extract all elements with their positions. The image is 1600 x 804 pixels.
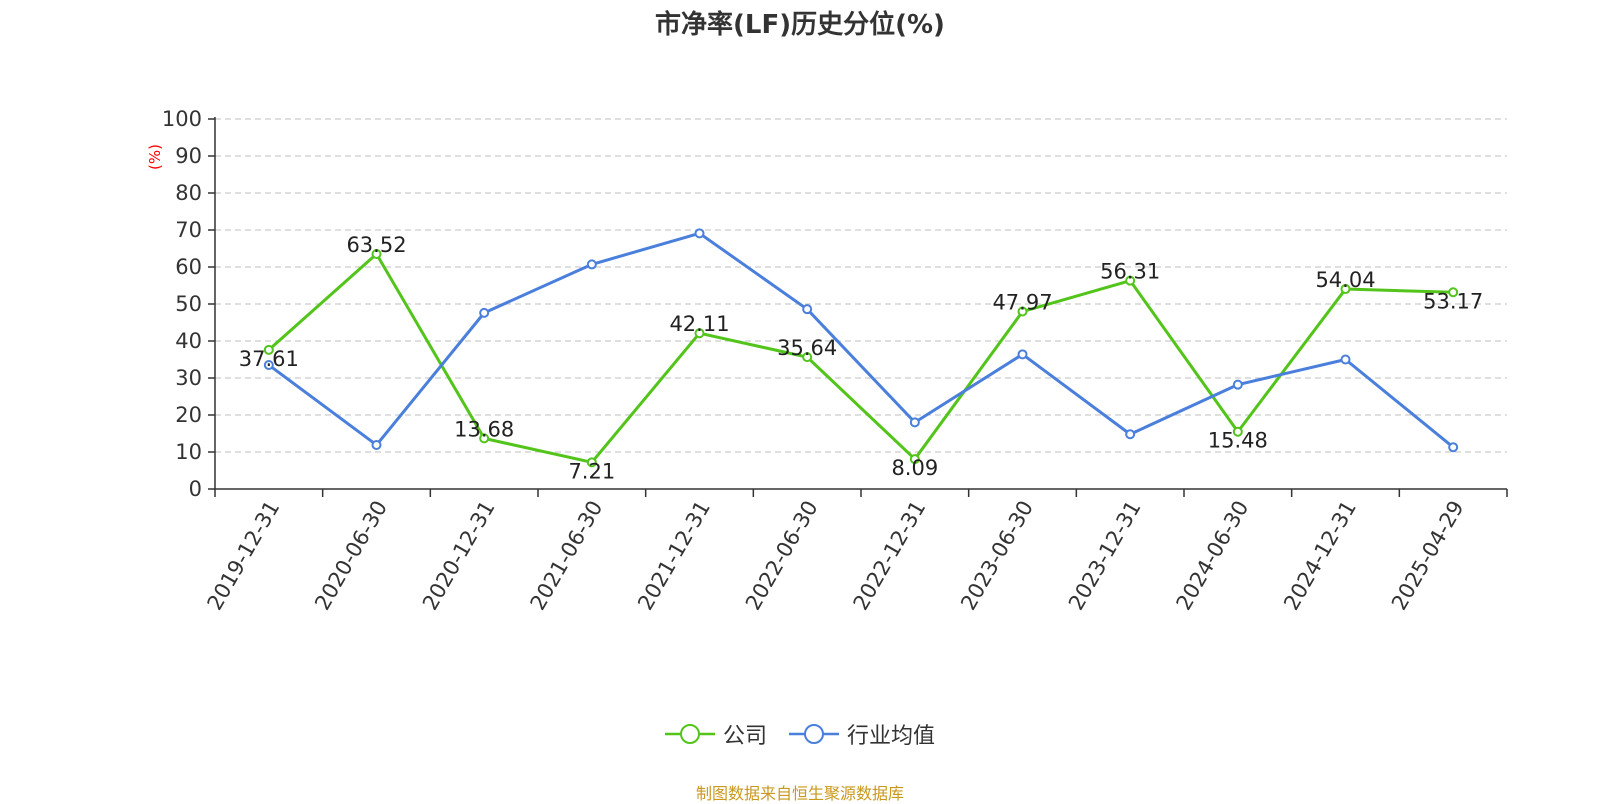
- x-tick-label: 2024-06-30: [1172, 497, 1254, 615]
- y-tick-label: 70: [175, 218, 202, 242]
- legend-line-circle-icon: [664, 724, 715, 744]
- data-point-company: [371, 248, 382, 259]
- data-point-industry-average: [1125, 429, 1136, 440]
- data-point-company: [1448, 287, 1459, 298]
- data-point-industry-average: [586, 259, 597, 270]
- data-point-company: [1125, 275, 1136, 286]
- series-layer: [263, 228, 1459, 468]
- y-tick-label: 40: [175, 329, 202, 353]
- y-tick-label: 20: [175, 403, 202, 427]
- y-tick-label: 0: [189, 477, 202, 501]
- x-tick-label: 2021-12-31: [633, 497, 715, 615]
- data-point-industry-average: [371, 439, 382, 450]
- data-label: 54.04: [1315, 268, 1375, 292]
- axis-layer: 0 10 20 30 40 50 60 70 80 90 100 (%) 2019-12-31 2020-…: [146, 107, 1508, 615]
- data-point-company: [802, 352, 813, 363]
- legend-label-industry-average: 行业均值: [847, 724, 936, 749]
- label-layer: 37.61 63.52 13.68 7.21 42.11 35.64 8.09 47.97 56…: [239, 233, 1483, 483]
- y-tick-label: 60: [175, 255, 202, 279]
- chart-title: 市净率(LF)历史分位(%): [655, 10, 945, 40]
- data-label: 63.52: [346, 233, 406, 257]
- data-point-industry-average: [1017, 349, 1028, 360]
- data-point-industry-average: [1340, 354, 1351, 365]
- series-line-industry-average: [267, 231, 1455, 449]
- data-point-industry-average: [479, 307, 490, 318]
- x-tick-label: 2019-12-31: [203, 497, 285, 615]
- y-tick-label: 80: [175, 181, 202, 205]
- chart: 0 10 20 30 40 50 60 70 80 90 100 (%) 2019-12-31 2020-…: [146, 107, 1508, 615]
- data-point-industry-average: [802, 304, 813, 315]
- x-tick-label: 2025-04-29: [1387, 497, 1469, 615]
- legend: 公司 行业均值: [0, 718, 1600, 750]
- legend-label-company: 公司: [722, 724, 767, 749]
- x-tick-label: 2024-12-31: [1279, 497, 1361, 615]
- data-label: 47.97: [992, 291, 1052, 315]
- data-point-industry-average: [1232, 379, 1243, 390]
- series-line-company: [267, 252, 1454, 464]
- data-label: 8.09: [891, 456, 938, 480]
- data-point-company: [694, 328, 705, 339]
- x-tick-label: 2022-12-31: [849, 496, 931, 614]
- x-tick-label: 2023-06-30: [956, 497, 1038, 615]
- y-tick-label: 30: [175, 366, 202, 390]
- data-point-company: [1232, 426, 1243, 437]
- data-point-company: [1340, 284, 1351, 295]
- x-tick-label: 2020-12-31: [418, 496, 500, 614]
- data-point-industry-average: [1448, 442, 1459, 453]
- data-label: 13.68: [454, 417, 514, 441]
- data-point-company: [586, 457, 597, 468]
- y-tick-label: 100: [162, 107, 202, 131]
- data-label: 35.64: [777, 336, 837, 360]
- data-point-company: [1017, 306, 1028, 317]
- data-point-company: [263, 344, 274, 355]
- legend-line-circle-icon: [789, 724, 839, 744]
- grid-layer: [215, 118, 1507, 453]
- data-label: 15.48: [1208, 429, 1268, 453]
- data-label: 53.17: [1423, 289, 1483, 313]
- data-label: 37.61: [239, 347, 299, 371]
- y-tick-label: 10: [175, 440, 202, 464]
- data-point-company: [479, 433, 490, 444]
- x-tick-label: 2021-06-30: [526, 497, 608, 615]
- data-point-industry-average: [694, 228, 705, 239]
- data-point-industry-average: [263, 360, 274, 371]
- source-note: 制图数据来自恒生聚源数据库: [695, 784, 904, 803]
- data-label: 42.11: [669, 312, 729, 336]
- data-label: 7.21: [568, 459, 615, 483]
- x-tick-label: 2023-12-31: [1064, 497, 1146, 615]
- data-point-company: [909, 454, 920, 465]
- y-tick-label: 50: [175, 292, 202, 316]
- x-tick-label: 2022-06-30: [741, 497, 823, 615]
- x-tick-label: 2020-06-30: [310, 497, 392, 615]
- y-tick-label: 90: [175, 144, 202, 168]
- y-axis-label: (%): [146, 144, 164, 170]
- legend-item-company[interactable]: 公司: [664, 718, 767, 750]
- data-label: 56.31: [1100, 260, 1160, 284]
- data-point-industry-average: [909, 417, 920, 428]
- legend-item-industry-average[interactable]: 行业均值: [789, 718, 935, 750]
